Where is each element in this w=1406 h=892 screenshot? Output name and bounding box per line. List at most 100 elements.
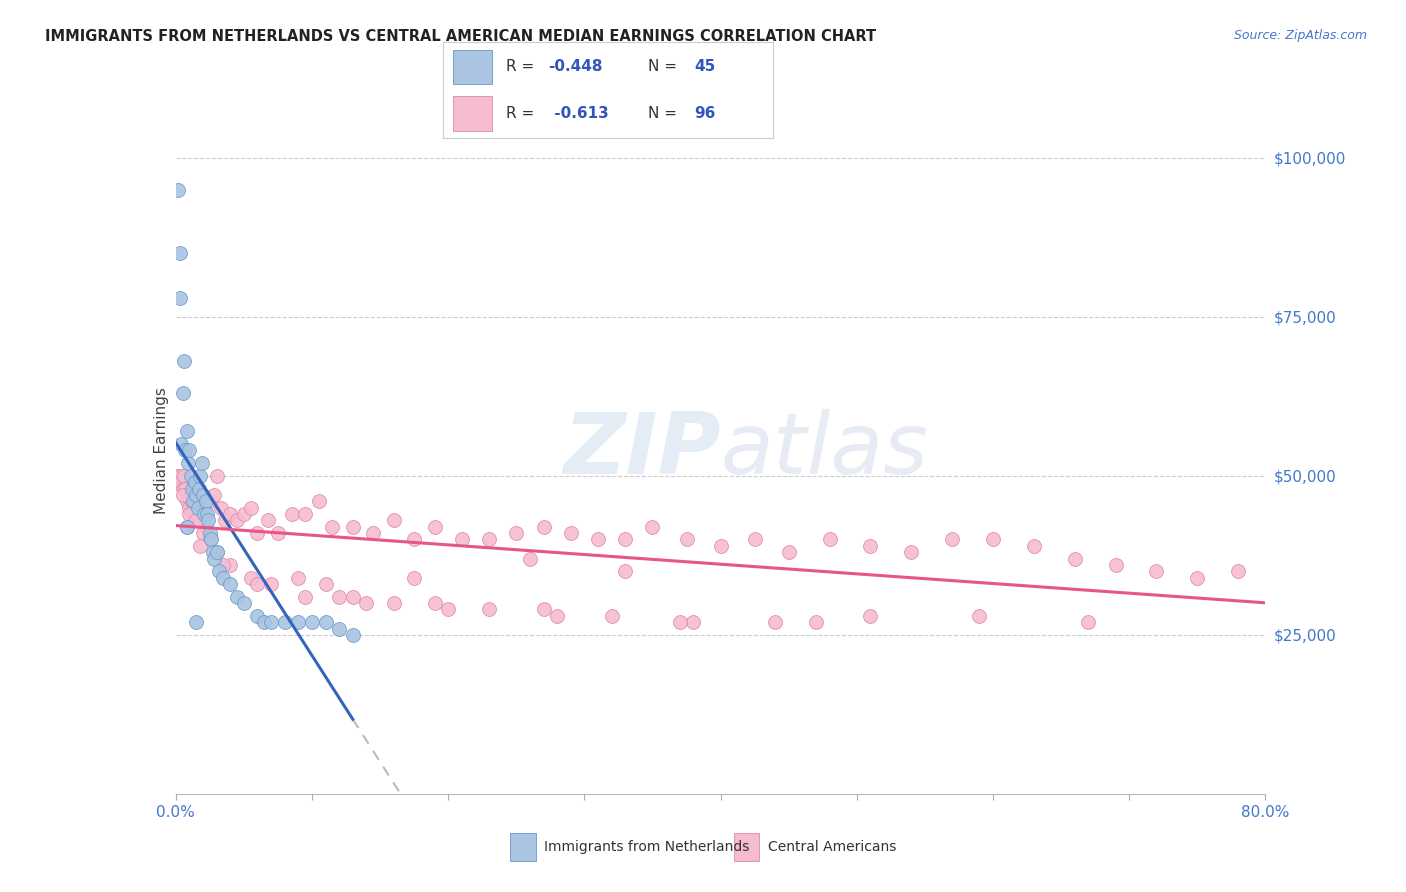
Point bbox=[1144, 564, 1167, 578]
Point bbox=[315, 615, 337, 630]
Point bbox=[478, 602, 501, 616]
Point bbox=[212, 571, 235, 585]
Point bbox=[1022, 539, 1045, 553]
Point bbox=[267, 526, 290, 541]
Point bbox=[187, 482, 209, 496]
Point bbox=[778, 545, 800, 559]
Point bbox=[668, 615, 690, 630]
Point bbox=[219, 558, 242, 572]
Point bbox=[328, 590, 350, 604]
Text: R =: R = bbox=[506, 106, 538, 120]
Point bbox=[169, 291, 191, 305]
Point bbox=[177, 488, 200, 502]
Point bbox=[208, 564, 231, 578]
Point bbox=[246, 608, 269, 623]
Point bbox=[176, 494, 198, 508]
Point bbox=[205, 545, 228, 559]
Point bbox=[478, 533, 501, 547]
Point bbox=[586, 533, 609, 547]
Point bbox=[900, 545, 922, 559]
Point bbox=[188, 539, 211, 553]
Point bbox=[294, 507, 316, 521]
Point bbox=[260, 577, 283, 591]
Point bbox=[172, 386, 194, 401]
Point bbox=[342, 628, 364, 642]
Text: N =: N = bbox=[648, 106, 682, 120]
Point bbox=[191, 507, 214, 521]
Point bbox=[209, 500, 232, 515]
Point bbox=[239, 500, 262, 515]
Point bbox=[239, 571, 262, 585]
Text: atlas: atlas bbox=[721, 409, 928, 492]
Point bbox=[169, 469, 191, 483]
Point bbox=[356, 596, 378, 610]
Point bbox=[214, 513, 236, 527]
Point bbox=[186, 615, 208, 630]
Text: 96: 96 bbox=[695, 106, 716, 120]
Point bbox=[186, 513, 208, 527]
Point bbox=[174, 482, 197, 496]
Text: IMMIGRANTS FROM NETHERLANDS VS CENTRAL AMERICAN MEDIAN EARNINGS CORRELATION CHAR: IMMIGRANTS FROM NETHERLANDS VS CENTRAL A… bbox=[45, 29, 876, 44]
Point bbox=[941, 533, 963, 547]
Point bbox=[232, 507, 254, 521]
Point bbox=[1227, 564, 1250, 578]
Bar bbox=[734, 833, 759, 861]
Point bbox=[176, 520, 198, 534]
Point bbox=[519, 551, 541, 566]
Point bbox=[184, 475, 207, 490]
Point bbox=[190, 456, 212, 470]
Point bbox=[682, 615, 704, 630]
Text: ZIP: ZIP bbox=[562, 409, 721, 492]
Text: Source: ZipAtlas.com: Source: ZipAtlas.com bbox=[1233, 29, 1367, 42]
Point bbox=[1077, 615, 1099, 630]
Point bbox=[205, 469, 228, 483]
Point bbox=[804, 615, 827, 630]
Point bbox=[198, 533, 221, 547]
Point bbox=[560, 526, 582, 541]
Point bbox=[614, 533, 637, 547]
Point bbox=[176, 520, 198, 534]
Point bbox=[246, 526, 269, 541]
Point bbox=[763, 615, 786, 630]
Point bbox=[187, 513, 209, 527]
Text: -0.448: -0.448 bbox=[548, 60, 603, 74]
Point bbox=[195, 507, 218, 521]
Y-axis label: Median Earnings: Median Earnings bbox=[153, 387, 169, 514]
Point bbox=[169, 246, 191, 260]
Point bbox=[744, 533, 766, 547]
Text: Immigrants from Netherlands: Immigrants from Netherlands bbox=[544, 840, 749, 854]
Point bbox=[321, 520, 343, 534]
Text: Central Americans: Central Americans bbox=[768, 840, 896, 854]
Point bbox=[201, 545, 224, 559]
Point bbox=[179, 500, 201, 515]
Point bbox=[328, 622, 350, 636]
Point bbox=[172, 482, 194, 496]
Point bbox=[180, 469, 202, 483]
Point bbox=[382, 513, 405, 527]
Point bbox=[191, 526, 214, 541]
Point bbox=[1063, 551, 1085, 566]
Point bbox=[219, 577, 242, 591]
Point bbox=[205, 545, 228, 559]
Point bbox=[969, 608, 991, 623]
Point bbox=[176, 425, 198, 439]
Point bbox=[404, 571, 426, 585]
Point bbox=[179, 443, 201, 458]
Point bbox=[710, 539, 733, 553]
Point bbox=[172, 488, 194, 502]
Point bbox=[641, 520, 664, 534]
Point bbox=[614, 564, 637, 578]
Point bbox=[1187, 571, 1209, 585]
Point bbox=[174, 443, 197, 458]
Point bbox=[308, 494, 330, 508]
Text: -0.613: -0.613 bbox=[548, 106, 609, 120]
Point bbox=[170, 475, 193, 490]
Point bbox=[186, 500, 209, 515]
Point bbox=[173, 354, 195, 368]
Point bbox=[197, 513, 219, 527]
Point bbox=[194, 520, 217, 534]
Text: R =: R = bbox=[506, 60, 538, 74]
Point bbox=[226, 590, 249, 604]
Point bbox=[280, 507, 302, 521]
Point bbox=[186, 488, 208, 502]
